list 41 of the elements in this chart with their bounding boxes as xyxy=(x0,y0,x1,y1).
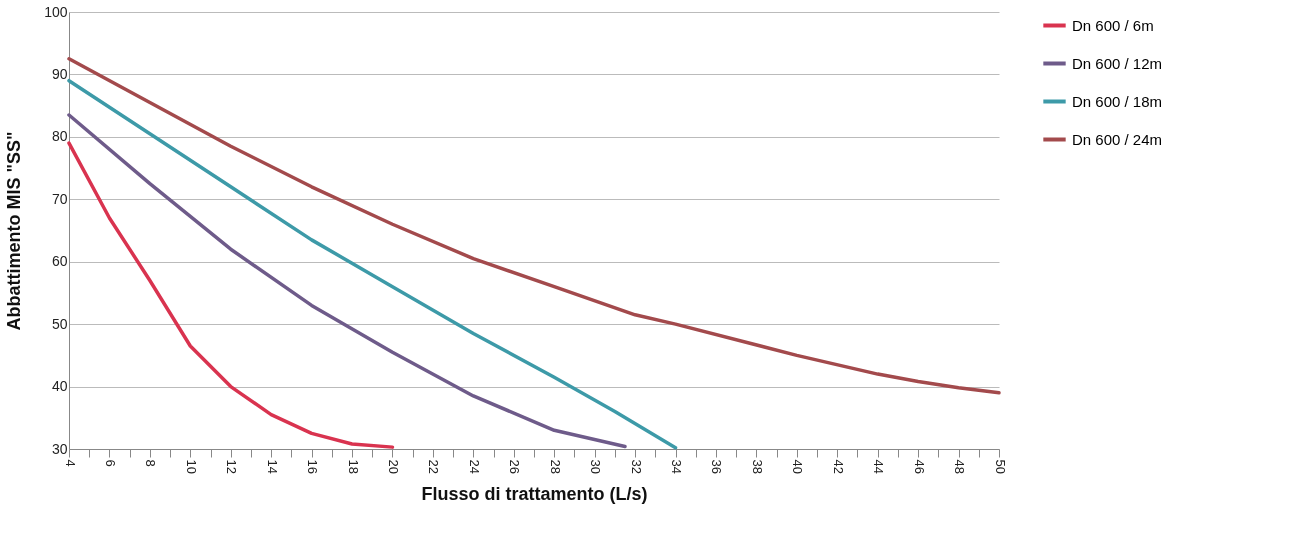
y-axis-title: Abbattimento MIS "SS" xyxy=(4,131,25,331)
x-tick-label: 28 xyxy=(547,459,563,474)
x-tick-label: 50 xyxy=(992,459,1008,474)
x-tick-label: 22 xyxy=(426,459,442,474)
y-tick-label: 50 xyxy=(51,315,68,332)
x-tick-label: 46 xyxy=(911,459,927,474)
y-tick-label: 80 xyxy=(51,128,68,145)
x-tick-label: 10 xyxy=(183,459,199,474)
x-tick-label: 42 xyxy=(830,459,846,474)
x-tick-label: 34 xyxy=(669,459,685,474)
x-tick-label: 40 xyxy=(790,459,806,474)
y-tick-label: 70 xyxy=(51,190,68,207)
x-tick-label: 18 xyxy=(345,459,361,474)
line-series xyxy=(67,57,1001,395)
y-tick-label: 100 xyxy=(44,3,68,20)
x-tick-label: 26 xyxy=(507,459,523,474)
x-tick-label: 30 xyxy=(588,459,604,474)
x-axis-title: Flusso di trattamento (L/s) xyxy=(421,483,648,504)
line-series xyxy=(67,141,395,449)
x-tick-label: 48 xyxy=(952,459,968,474)
x-tick-label: 24 xyxy=(466,459,482,474)
x-tick-label: 8 xyxy=(143,459,159,467)
x-tick-label: 4 xyxy=(62,459,78,467)
y-tick-label: 60 xyxy=(51,253,68,270)
x-tick-label: 6 xyxy=(102,459,118,467)
x-tick-label: 44 xyxy=(871,459,887,474)
x-tick-label: 12 xyxy=(224,459,240,474)
x-tick-label: 32 xyxy=(628,459,644,474)
line-series xyxy=(67,78,678,450)
x-tick-label: 36 xyxy=(709,459,725,474)
line-series xyxy=(67,113,627,449)
x-tick-label: 20 xyxy=(385,459,401,474)
legend-label: Dn 600 / 6m xyxy=(1072,16,1154,34)
x-tick-label: 14 xyxy=(264,459,280,474)
legend-label: Dn 600 / 24m xyxy=(1072,130,1163,148)
y-tick-label: 90 xyxy=(51,65,68,82)
y-tick-label: 40 xyxy=(51,378,68,395)
legend-label: Dn 600 / 12m xyxy=(1072,54,1163,72)
legend-label: Dn 600 / 18m xyxy=(1072,92,1163,110)
x-tick-label: 16 xyxy=(305,459,321,474)
x-tick-label: 38 xyxy=(749,459,765,474)
